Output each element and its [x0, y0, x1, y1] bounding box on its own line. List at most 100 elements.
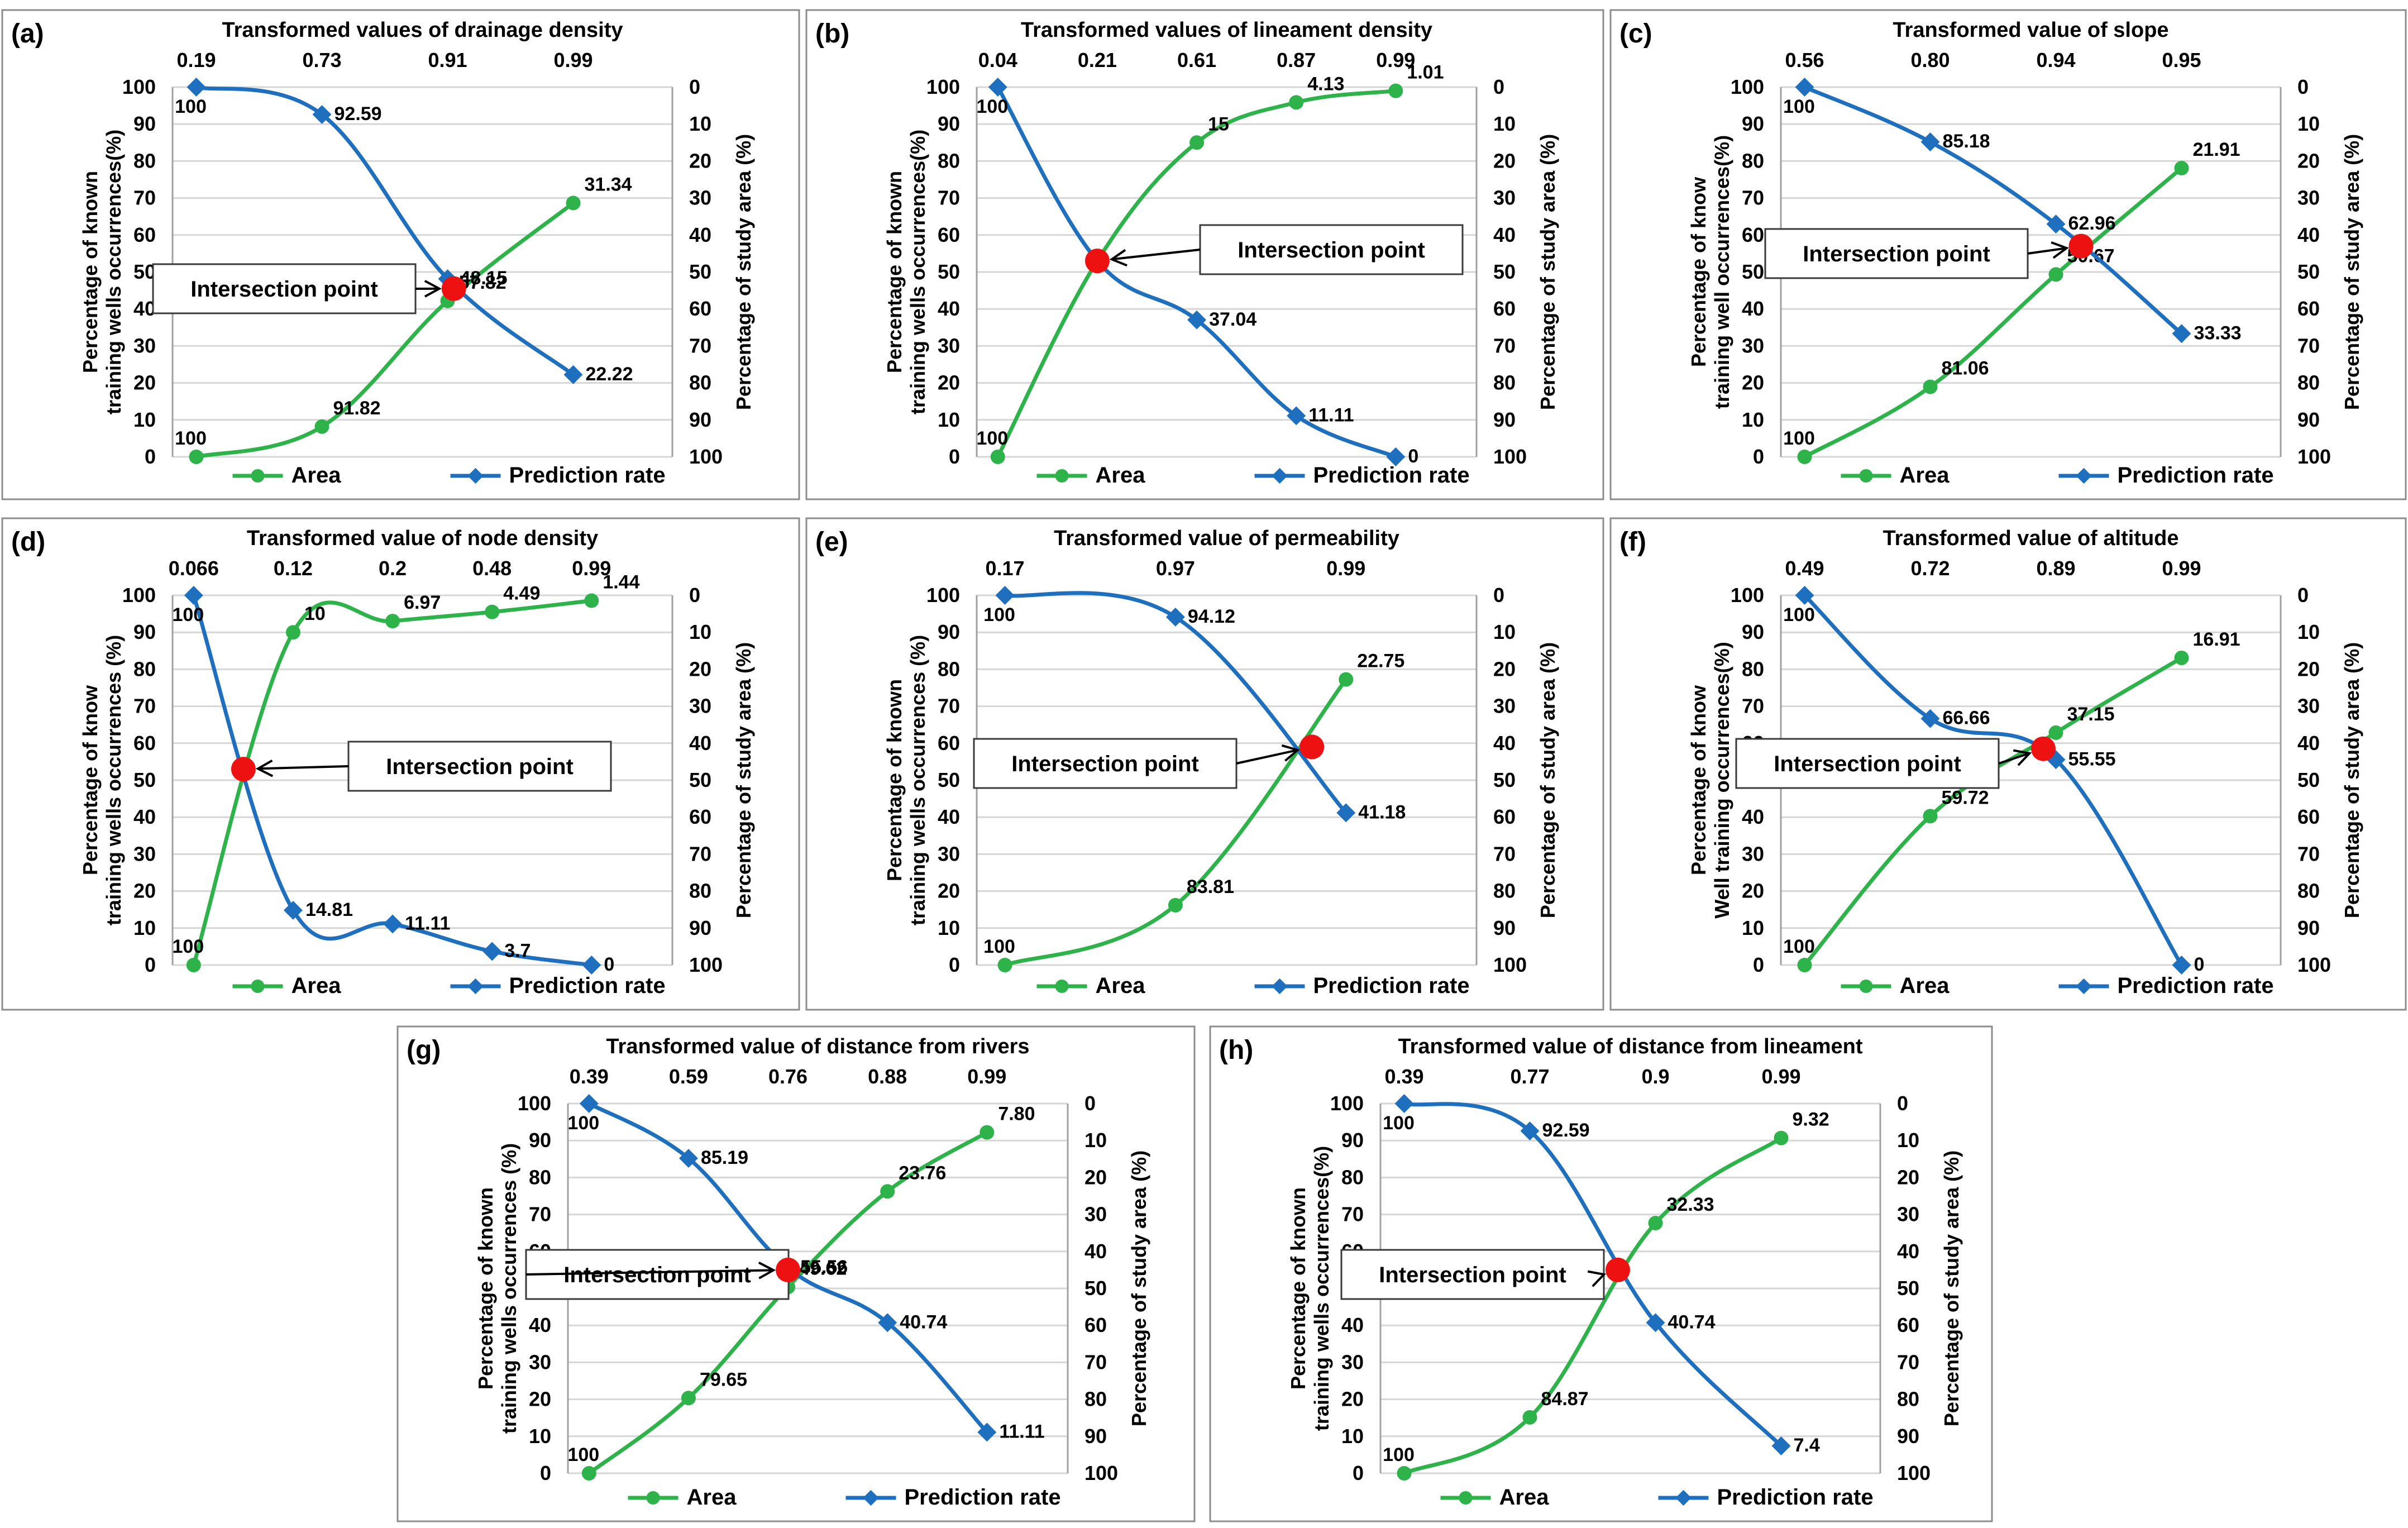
x-tick-label: 0.12: [274, 557, 313, 580]
prediction-data-label: 7.4: [1794, 1435, 1820, 1456]
y-left-tick-label: 10: [938, 916, 960, 939]
area-point: [997, 958, 1012, 972]
y-right-tick-label: 100: [1084, 1462, 1118, 1484]
area-data-label: 49.62: [799, 1258, 847, 1279]
y-left-tick-label: 80: [529, 1166, 551, 1188]
y-left-tick-label: 40: [938, 297, 960, 320]
legend-prediction-label: Prediction rate: [2118, 973, 2274, 998]
y-right-tick-label: 70: [2297, 842, 2320, 865]
legend-prediction-label: Prediction rate: [1717, 1485, 1874, 1510]
y-axis-left-title: Percentage of knowntraining wells occurr…: [79, 130, 125, 414]
x-tick-label: 0.99: [1376, 49, 1415, 71]
prediction-data-label: 100: [976, 96, 1008, 117]
y-axis-left-title: Percentage of knowntraining wells occurr…: [883, 635, 929, 925]
intersection-point-marker: [1299, 734, 1325, 760]
prediction-point: [995, 586, 1015, 605]
prediction-data-label: 11.11: [405, 913, 450, 934]
y-right-tick-label: 70: [1493, 842, 1516, 865]
y-left-tick-label: 70: [938, 187, 960, 209]
y-right-tick-label: 30: [2297, 695, 2320, 718]
y-left-tick-label: 40: [133, 297, 156, 320]
y-right-tick-label: 60: [1084, 1314, 1107, 1336]
chart-panel-6: (g) Transformed value of distance from ri…: [396, 1025, 1196, 1522]
y-right-tick-label: 10: [1897, 1129, 1919, 1152]
x-tick-label: 0.61: [1177, 49, 1216, 71]
prediction-series-line: [192, 594, 592, 967]
area-data-label: 1.01: [1407, 62, 1444, 83]
area-data-label: 100: [1783, 936, 1815, 957]
legend-prediction-label: Prediction rate: [1313, 463, 1470, 488]
prediction-point: [878, 1313, 897, 1333]
y-axis-left-title: Percentage of knowtraining wells occurre…: [79, 635, 125, 925]
y-right-tick-label: 50: [1493, 260, 1516, 283]
area-point: [314, 419, 329, 434]
area-point: [1168, 897, 1183, 913]
area-point: [1289, 95, 1304, 110]
intersection-callout-label: Intersection point: [190, 277, 378, 302]
prediction-data-label: 0: [2194, 954, 2205, 975]
prediction-data-label: 100: [1783, 96, 1815, 117]
x-tick-label: 0.97: [1156, 557, 1195, 580]
intersection-callout-label: Intersection point: [386, 755, 574, 779]
area-point: [485, 604, 500, 619]
x-tick-label: 0.99: [2162, 557, 2201, 580]
x-tick-label: 0.066: [169, 557, 219, 580]
y-right-tick-label: 10: [2297, 112, 2320, 135]
area-data-label: 100: [175, 428, 207, 449]
y-left-tick-label: 100: [1330, 1092, 1364, 1115]
prediction-data-label: 37.04: [1209, 309, 1256, 330]
y-right-tick-label: 90: [1493, 916, 1516, 939]
area-series-line: [192, 599, 592, 966]
area-point: [584, 593, 599, 608]
y-right-tick-label: 70: [1084, 1350, 1107, 1373]
y-right-tick-label: 60: [689, 805, 711, 828]
y-left-tick-label: 30: [133, 842, 156, 865]
y-left-tick-label: 30: [938, 842, 960, 865]
y-right-tick-label: 10: [1493, 112, 1516, 135]
y-left-tick-label: 40: [529, 1314, 551, 1336]
y-right-tick-label: 20: [1493, 657, 1516, 680]
y-right-tick-label: 80: [689, 371, 711, 394]
y-right-tick-label: 20: [1084, 1166, 1107, 1188]
area-data-label: 79.65: [700, 1369, 747, 1390]
y-right-tick-label: 0: [1493, 75, 1504, 98]
x-tick-label: 0.99: [572, 557, 611, 580]
y-left-tick-label: 30: [1742, 842, 1764, 865]
area-point: [980, 1125, 995, 1140]
area-data-label: 81.06: [1942, 358, 1989, 379]
y-left-tick-label: 80: [133, 657, 156, 680]
area-point: [681, 1391, 696, 1406]
area-data-label: 21.91: [2193, 139, 2240, 160]
y-right-tick-label: 0: [1493, 584, 1504, 607]
intersection-arrow-head: [1109, 249, 1127, 267]
panel-label: (e): [815, 527, 848, 557]
intersection-point-marker: [1606, 1257, 1630, 1282]
panel-label: (d): [11, 527, 45, 557]
prediction-data-label: 100: [1783, 604, 1815, 625]
y-right-tick-label: 0: [2297, 75, 2309, 98]
y-right-tick-label: 70: [1493, 334, 1516, 357]
y-right-tick-label: 90: [1493, 408, 1516, 431]
prediction-data-label: 14.81: [305, 899, 353, 920]
area-data-label: 83.81: [1187, 876, 1234, 897]
y-right-tick-label: 20: [689, 149, 711, 172]
y-left-tick-label: 40: [1341, 1314, 1364, 1336]
y-left-tick-label: 20: [938, 371, 960, 394]
prediction-data-label: 55.55: [2068, 748, 2116, 770]
prediction-data-label: 85.18: [1943, 131, 1990, 152]
y-right-tick-label: 100: [2297, 445, 2331, 468]
x-axis-title: Transformed value of permeability: [1054, 527, 1399, 550]
y-right-tick-label: 10: [689, 620, 711, 643]
prediction-data-label: 11.11: [999, 1421, 1044, 1442]
y-right-tick-label: 0: [1084, 1092, 1096, 1115]
y-right-tick-label: 80: [1493, 371, 1516, 394]
prediction-point: [283, 900, 303, 920]
y-left-tick-label: 40: [1742, 805, 1764, 828]
y-left-tick-label: 100: [122, 584, 156, 607]
area-point: [581, 1466, 596, 1481]
y-right-tick-label: 100: [2297, 953, 2331, 976]
legend-area-label: Area: [1900, 973, 1950, 998]
y-left-tick-label: 80: [1742, 657, 1764, 680]
legend-area-marker: [1859, 469, 1873, 483]
y-axis-right-title: Percentage of study area (%): [2340, 134, 2363, 410]
